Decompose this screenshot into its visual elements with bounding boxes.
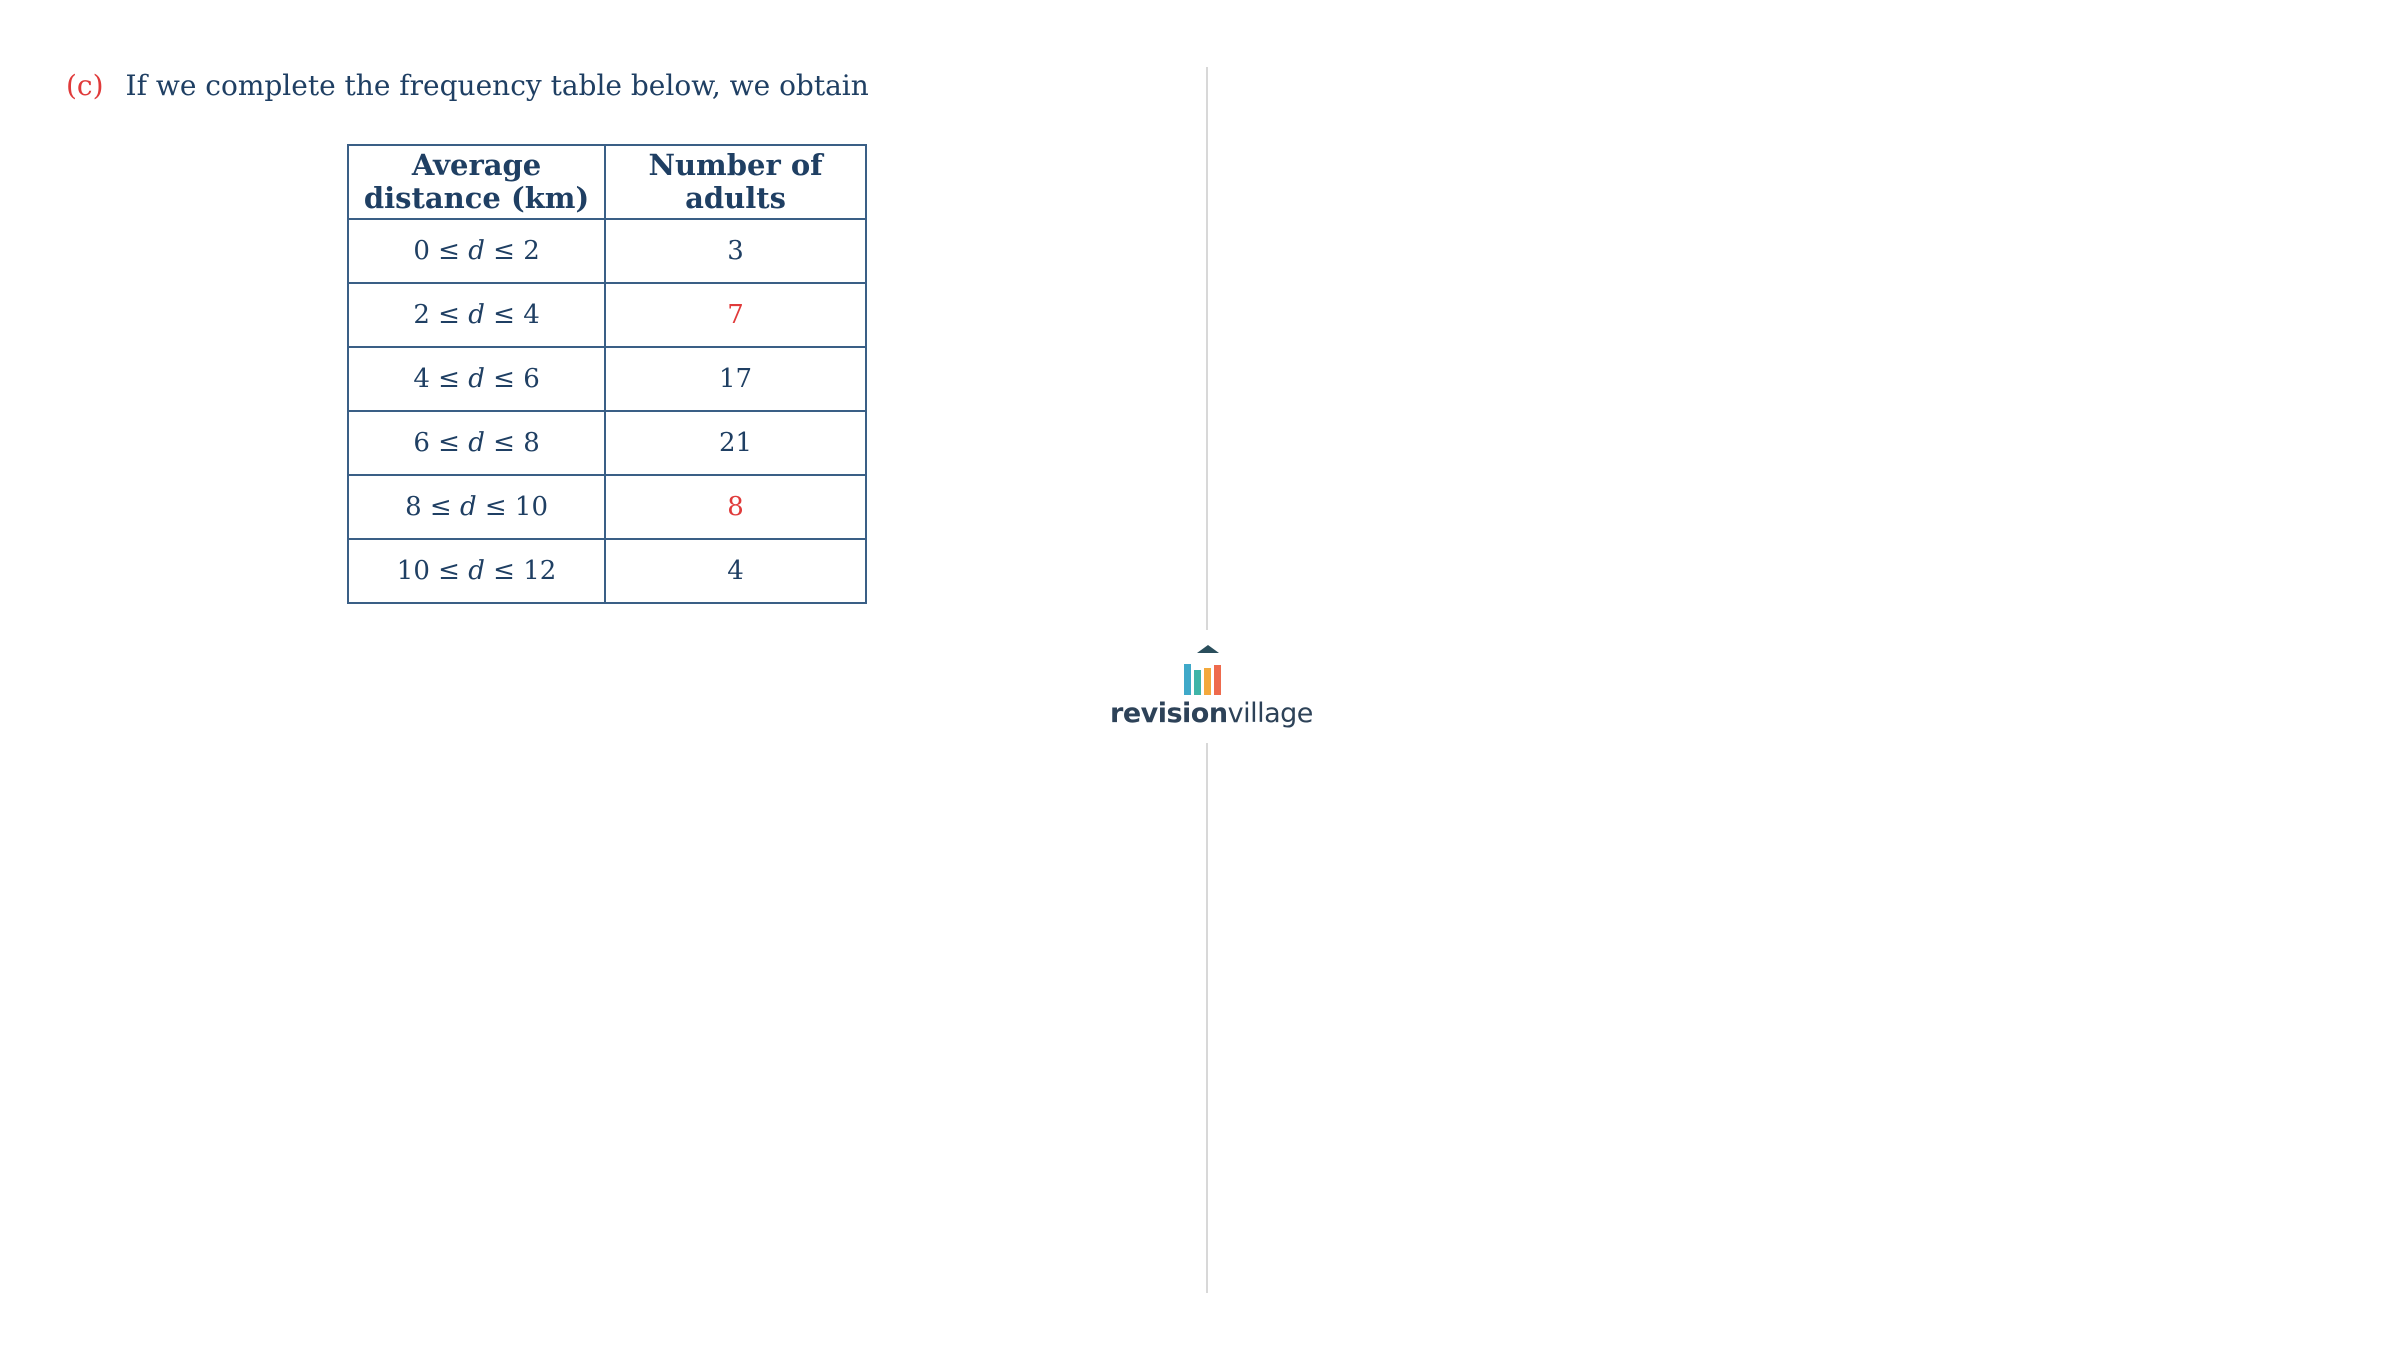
- distance-interval-cell: 0 ≤ d ≤ 2: [346, 218, 607, 284]
- interval-lower-bound: 2: [413, 300, 430, 330]
- interval-upper-bound: 4: [523, 300, 540, 330]
- adult-count-cell: 17: [604, 346, 867, 412]
- interval-variable: d: [468, 364, 485, 394]
- header-distance: Average distance (km): [346, 144, 607, 220]
- interval-variable: d: [459, 492, 477, 522]
- question-line: (c) If we complete the frequency table be…: [66, 66, 869, 106]
- table-row: 6 ≤ d ≤ 8 21: [346, 410, 867, 476]
- interval-upper-bound: 2: [523, 236, 540, 266]
- interval-variable: d: [468, 236, 485, 266]
- table-row: 8 ≤ d ≤ 10 8: [346, 474, 867, 540]
- interval-lower-bound: 8: [405, 492, 422, 522]
- interval-variable: d: [468, 300, 485, 330]
- revision-village-logo-icon: [1184, 645, 1221, 695]
- distance-interval-cell: 6 ≤ d ≤ 8: [346, 410, 607, 476]
- adult-count-cell: 21: [604, 410, 867, 476]
- frequency-table: Average distance (km) Number of adults 0…: [346, 144, 867, 604]
- vertical-divider: [1206, 67, 1208, 630]
- distance-interval-cell: 2 ≤ d ≤ 4: [346, 282, 607, 348]
- interval-upper-bound: 8: [523, 428, 540, 458]
- question-text: If we complete the frequency table below…: [125, 69, 869, 102]
- revision-village-logo: revisionvillage: [1110, 640, 1313, 730]
- part-label: (c): [66, 69, 104, 102]
- vertical-divider: [1206, 743, 1208, 1293]
- interval-upper-bound: 6: [523, 364, 540, 394]
- adult-count-cell: 7: [604, 282, 867, 348]
- distance-interval-cell: 10 ≤ d ≤ 12: [346, 538, 607, 604]
- table-row: 4 ≤ d ≤ 6 17: [346, 346, 867, 412]
- adult-count-cell: 4: [604, 538, 867, 604]
- adult-count-cell: 3: [604, 218, 867, 284]
- interval-lower-bound: 10: [396, 556, 430, 586]
- logo-wordmark: revisionvillage: [1110, 698, 1313, 729]
- table-row: 10 ≤ d ≤ 12 4: [346, 538, 867, 604]
- distance-interval-cell: 8 ≤ d ≤ 10: [346, 474, 607, 540]
- adult-count-cell: 8: [604, 474, 867, 540]
- interval-variable: d: [468, 428, 485, 458]
- distance-interval-cell: 4 ≤ d ≤ 6: [346, 346, 607, 412]
- interval-lower-bound: 4: [413, 364, 430, 394]
- interval-lower-bound: 6: [413, 428, 430, 458]
- interval-upper-bound: 10: [514, 492, 549, 522]
- interval-lower-bound: 0: [413, 236, 430, 266]
- header-adults: Number of adults: [604, 144, 867, 220]
- table-header-row: Average distance (km) Number of adults: [346, 144, 867, 220]
- interval-variable: d: [468, 556, 485, 586]
- interval-upper-bound: 12: [523, 556, 557, 586]
